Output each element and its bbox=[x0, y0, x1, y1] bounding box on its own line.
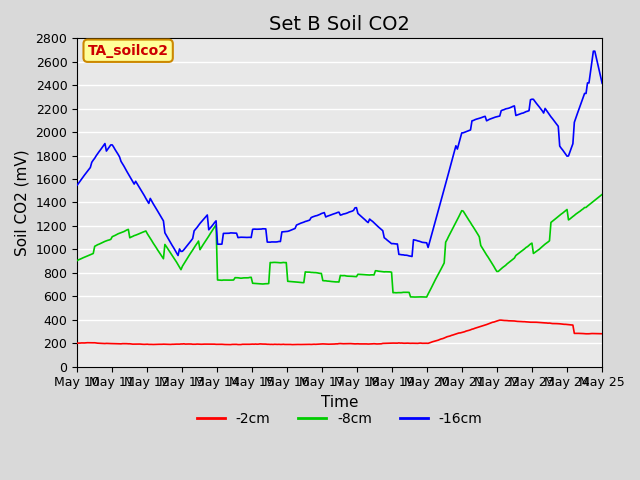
X-axis label: Time: Time bbox=[321, 395, 358, 410]
Title: Set B Soil CO2: Set B Soil CO2 bbox=[269, 15, 410, 34]
Text: TA_soilco2: TA_soilco2 bbox=[88, 44, 169, 58]
Y-axis label: Soil CO2 (mV): Soil CO2 (mV) bbox=[15, 149, 30, 256]
Legend: -2cm, -8cm, -16cm: -2cm, -8cm, -16cm bbox=[191, 407, 488, 432]
